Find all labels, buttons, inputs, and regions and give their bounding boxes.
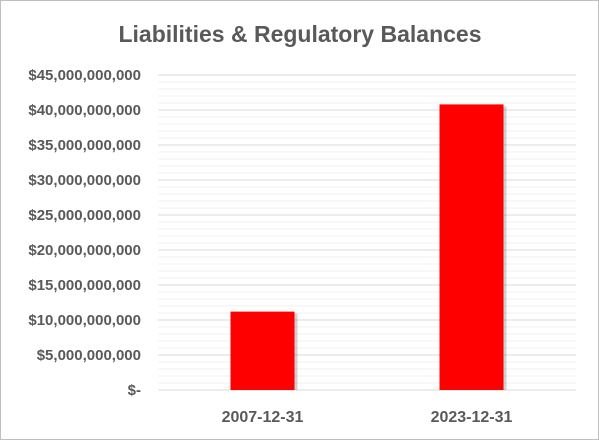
y-tick-label: $30,000,000,000 — [28, 172, 141, 189]
x-axis-ticks: 2007-12-31 2023-12-31 — [222, 409, 513, 426]
y-tick-label: $- — [128, 382, 141, 399]
y-axis-ticks: $- $5,000,000,000 $10,000,000,000 $15,000,0… — [28, 67, 141, 399]
y-tick-label: $40,000,000,000 — [28, 102, 141, 119]
gridlines — [158, 74, 576, 391]
chart-title: Liabilities & Regulatory Balances — [118, 21, 481, 47]
y-tick-label: $35,000,000,000 — [28, 137, 141, 154]
y-tick-label: $25,000,000,000 — [28, 207, 141, 224]
y-tick-label: $45,000,000,000 — [28, 67, 141, 84]
x-tick-label: 2023-12-31 — [431, 409, 513, 426]
y-tick-label: $15,000,000,000 — [28, 277, 141, 294]
bar-series — [230, 104, 507, 391]
y-tick-label: $5,000,000,000 — [37, 347, 141, 364]
bar-2007-12-31 — [230, 311, 295, 390]
bar-2023-12-31 — [439, 104, 504, 391]
y-tick-label: $10,000,000,000 — [28, 312, 141, 329]
x-tick-label: 2007-12-31 — [222, 409, 304, 426]
y-tick-label: $20,000,000,000 — [28, 242, 141, 259]
